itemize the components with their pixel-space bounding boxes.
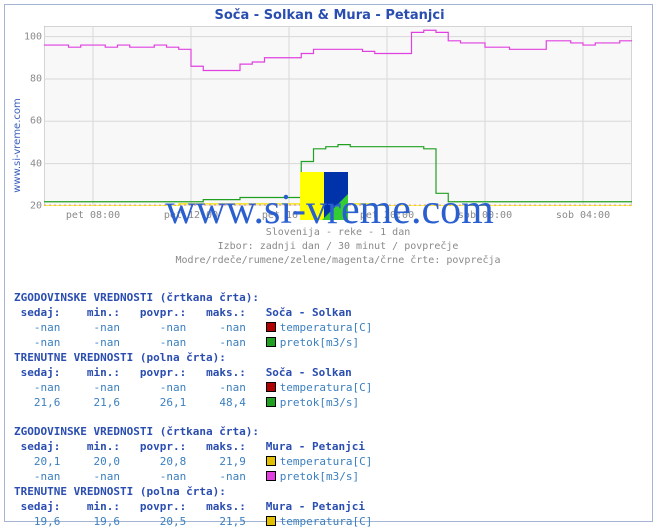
table-row: -nan -nan -nan -nan pretok[m3/s]	[14, 335, 644, 350]
table-row: 19,6 19,6 20,5 21,5 temperatura[C]	[14, 514, 644, 528]
x-tick-label: sob 04:00	[556, 210, 610, 221]
y-tick-label: 40	[18, 158, 42, 169]
table-row: -nan -nan -nan -nan temperatura[C]	[14, 380, 644, 395]
value-tables: ZGODOVINSKE VREDNOSTI (črtkana črta): se…	[14, 290, 644, 528]
y-tick-label: 20	[18, 201, 42, 212]
curr-label: TRENUTNE VREDNOSTI (polna črta):	[14, 350, 644, 365]
table-row: -nan -nan -nan -nan pretok[m3/s]	[14, 469, 644, 484]
x-tick-label: pet 12:00	[164, 210, 218, 221]
x-tick-label: pet 08:00	[66, 210, 120, 221]
line-chart	[44, 26, 632, 206]
table-header: sedaj: min.: povpr.: maks.: Soča - Solka…	[14, 365, 644, 380]
table-row: 21,6 21,6 26,1 48,4 pretok[m3/s]	[14, 395, 644, 410]
x-tick-label: sob 00:00	[458, 210, 512, 221]
chart-caption: Slovenija - reke - 1 danIzbor: zadnji da…	[44, 226, 632, 268]
chart-area	[44, 26, 632, 206]
table-header: sedaj: min.: povpr.: maks.: Soča - Solka…	[14, 305, 644, 320]
caption-line: Slovenija - reke - 1 dan	[44, 226, 632, 240]
curr-label: TRENUTNE VREDNOSTI (polna črta):	[14, 484, 644, 499]
y-axis-labels: 20406080100	[18, 26, 42, 206]
table-header: sedaj: min.: povpr.: maks.: Mura - Petan…	[14, 499, 644, 514]
hist-label: ZGODOVINSKE VREDNOSTI (črtkana črta):	[14, 424, 644, 439]
x-axis-labels: pet 08:00 pet 12:00 pet 16:00 pet 20:00 sob …	[44, 210, 632, 224]
station-block: ZGODOVINSKE VREDNOSTI (črtkana črta): se…	[14, 290, 644, 410]
y-tick-label: 60	[18, 116, 42, 127]
hist-label: ZGODOVINSKE VREDNOSTI (črtkana črta):	[14, 290, 644, 305]
caption-line: Modre/rdeče/rumene/zelene/magenta/črne č…	[44, 254, 632, 268]
y-tick-label: 100	[18, 31, 42, 42]
caption-line: Izbor: zadnji dan / 30 minut / povprečje	[44, 240, 632, 254]
y-tick-label: 80	[18, 73, 42, 84]
chart-title: Soča - Solkan & Mura - Petanjci	[0, 8, 659, 23]
table-row: -nan -nan -nan -nan temperatura[C]	[14, 320, 644, 335]
x-tick-label: pet 16:00	[262, 210, 316, 221]
table-row: 20,1 20,0 20,8 21,9 temperatura[C]	[14, 454, 644, 469]
station-block: ZGODOVINSKE VREDNOSTI (črtkana črta): se…	[14, 424, 644, 528]
table-header: sedaj: min.: povpr.: maks.: Mura - Petan…	[14, 439, 644, 454]
x-tick-label: pet 20:00	[360, 210, 414, 221]
